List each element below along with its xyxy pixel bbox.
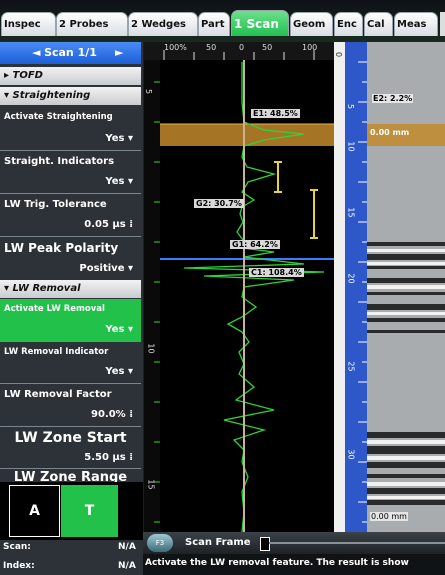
collapsed-arrow-icon: ▸	[4, 70, 13, 81]
lw-removal-factor-input[interactable]: 90.0% ⁞	[0, 404, 141, 426]
group-lw-removal[interactable]: ▾ LW Removal	[0, 280, 141, 298]
amplitude-ruler-label: 100	[302, 43, 318, 52]
b-scan-view[interactable]: 0 5 10 15 20 25 30 E2: 2.2% 0.00 mm 0.00…	[334, 42, 445, 532]
stepper-icon: ⁞	[129, 452, 133, 463]
lw-peak-polarity-select[interactable]: Positive ▾	[0, 258, 141, 280]
field-lw-peak-polarity-label: LW Peak Polarity	[0, 236, 141, 258]
scan-frame-slider-handle[interactable]	[260, 537, 270, 551]
message-bar: Activate the LW removal feature. The res…	[143, 554, 445, 575]
expanded-arrow-icon: ▾	[4, 90, 13, 101]
bscan-depth-label: 10	[346, 141, 356, 152]
field-lw-zone-range-label: LW Zone Range	[0, 468, 141, 482]
status-message: Activate the LW removal feature. The res…	[145, 558, 409, 568]
tab-inspec[interactable]: Inspec	[1, 12, 56, 36]
f3-key-button[interactable]: F3	[147, 534, 173, 552]
bscan-depth-label: 30	[346, 449, 356, 460]
bscan-mm-top: 0.00 mm	[370, 128, 410, 137]
group-tofd[interactable]: ▸ TOFD	[0, 67, 141, 85]
field-activate-straightening-label: Activate Straightening	[0, 107, 141, 127]
tab-bar: Inspec 2 Probes 2 Wedges Part 1 Scan Geo…	[0, 0, 445, 42]
prev-arrow-icon[interactable]: ◄	[32, 46, 41, 59]
field-lw-removal-factor-label: LW Removal Factor	[0, 383, 141, 404]
field-straight-indicators-label: Straight. Indicators	[0, 150, 141, 171]
tab-wedges[interactable]: 2 Wedges	[128, 12, 198, 36]
scan-position-value: N/A	[118, 542, 136, 552]
bscan-depth-label: 0	[334, 51, 344, 58]
field-lw-trig-tolerance-label: LW Trig. Tolerance	[0, 193, 141, 214]
dropdown-arrow-icon: ▾	[127, 366, 133, 377]
dropdown-arrow-icon: ▾	[127, 324, 133, 335]
depth-label: 15	[146, 479, 156, 490]
bscan-depth-label: 20	[346, 273, 356, 284]
tab-geom[interactable]: Geom	[290, 12, 333, 36]
lw-zone-start-input[interactable]: 5.50 µs ⁞	[0, 448, 141, 468]
tab-enc[interactable]: Enc	[334, 12, 363, 36]
next-arrow-icon[interactable]: ►	[115, 46, 124, 59]
field-activate-lw-removal-label: Activate LW Removal	[0, 299, 141, 319]
bscan-depth-label: 25	[346, 361, 356, 372]
activate-lw-removal-select[interactable]: Yes ▾	[0, 319, 141, 341]
gate-g1-label: G1: 64.2%	[230, 240, 280, 249]
expanded-arrow-icon: ▾	[4, 283, 13, 294]
scan-selector[interactable]: ◄ Scan 1/1 ►	[0, 42, 141, 64]
dropdown-arrow-icon: ▾	[127, 176, 133, 187]
bscan-depth-label: 15	[346, 207, 356, 218]
tab-scan[interactable]: 1 Scan	[231, 10, 289, 36]
bscan-e2-label: E2: 2.2%	[372, 94, 414, 103]
field-lw-zone-start-label: LW Zone Start	[0, 426, 141, 448]
depth-label: 10	[146, 343, 156, 354]
gate-g2-label: G2: 30.7%	[194, 199, 244, 208]
field-lw-removal-indicator-label: LW Removal Indicator	[0, 341, 141, 361]
amplitude-ruler-label: 50	[206, 43, 217, 52]
tab-part[interactable]: Part	[198, 12, 230, 36]
stepper-icon: ⁞	[129, 409, 133, 420]
mode-a-button[interactable]: A	[9, 485, 60, 537]
tab-probes[interactable]: 2 Probes	[56, 12, 128, 36]
straight-indicators-select[interactable]: Yes ▾	[0, 171, 141, 193]
group-straightening[interactable]: ▾ Straightening	[0, 87, 141, 105]
depth-label: 5	[144, 88, 154, 95]
lw-trig-tolerance-input[interactable]: 0.05 µs ⁞	[0, 214, 141, 236]
gate-e1-label: E1: 48.5%	[251, 109, 300, 118]
scan-frame-label: Scan Frame	[185, 537, 251, 548]
dropdown-arrow-icon: ▾	[127, 133, 133, 144]
index-position-value: N/A	[118, 561, 136, 571]
amplitude-ruler-label: 100%	[164, 43, 187, 52]
settings-panel: ◄ Scan 1/1 ► ▸ TOFD ▾ Straightening Acti…	[0, 42, 143, 575]
gate-c1-label: C1: 108.4%	[249, 268, 304, 277]
mode-t-button[interactable]: T	[61, 485, 118, 537]
lw-removal-indicator-select[interactable]: Yes ▾	[0, 361, 141, 383]
bscan-mm-bottom: 0.00 mm	[370, 512, 408, 521]
dropdown-arrow-icon: ▾	[127, 263, 133, 274]
scan-position-label: Scan:	[3, 542, 31, 552]
tab-meas[interactable]: Meas	[394, 12, 438, 36]
scan-frame-slider-track[interactable]	[269, 542, 445, 544]
tab-cal[interactable]: Cal	[364, 12, 393, 36]
amplitude-ruler-label: 0	[239, 43, 245, 52]
stepper-icon: ⁞	[129, 219, 133, 230]
a-scan-view[interactable]: 100% 50 0 50 100 5 10 15 E1: 48.5% G2: 3…	[144, 42, 334, 532]
mode-box: A T	[0, 482, 143, 540]
amplitude-ruler-label: 50	[262, 43, 273, 52]
scan-title: Scan 1/1	[44, 46, 97, 59]
activate-straightening-select[interactable]: Yes ▾	[0, 128, 141, 150]
index-position-label: Index:	[3, 561, 35, 571]
bscan-depth-label: 5	[346, 103, 356, 110]
tab-overflow	[440, 12, 445, 36]
scan-frame-bar: F3 Scan Frame	[143, 532, 445, 554]
